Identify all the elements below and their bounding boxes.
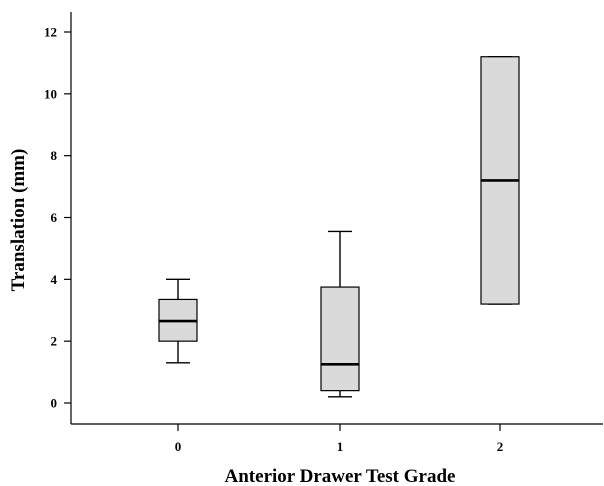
y-tick-label: 12 (44, 25, 57, 40)
y-tick-label: 6 (51, 210, 58, 225)
y-tick-label: 2 (51, 334, 58, 349)
y-tick-label: 0 (51, 396, 58, 411)
x-axis-title: Anterior Drawer Test Grade (225, 466, 456, 486)
y-tick-label: 10 (44, 86, 57, 101)
x-tick-label: 0 (175, 439, 182, 454)
box-group-1 (320, 230, 360, 398)
box-group-0 (158, 278, 198, 364)
box-group-2 (480, 56, 520, 305)
y-tick-label: 8 (51, 148, 58, 163)
y-tick-label: 4 (51, 272, 58, 287)
x-tick-label: 2 (497, 439, 504, 454)
box-series (158, 56, 520, 398)
y-axis-ticks: 0 2 4 6 8 10 12 (44, 25, 71, 411)
x-axis-ticks: 0 1 2 (175, 424, 504, 454)
y-axis-title: Translation (mm) (8, 149, 29, 292)
iqr-box (320, 286, 360, 392)
x-tick-label: 1 (337, 439, 344, 454)
